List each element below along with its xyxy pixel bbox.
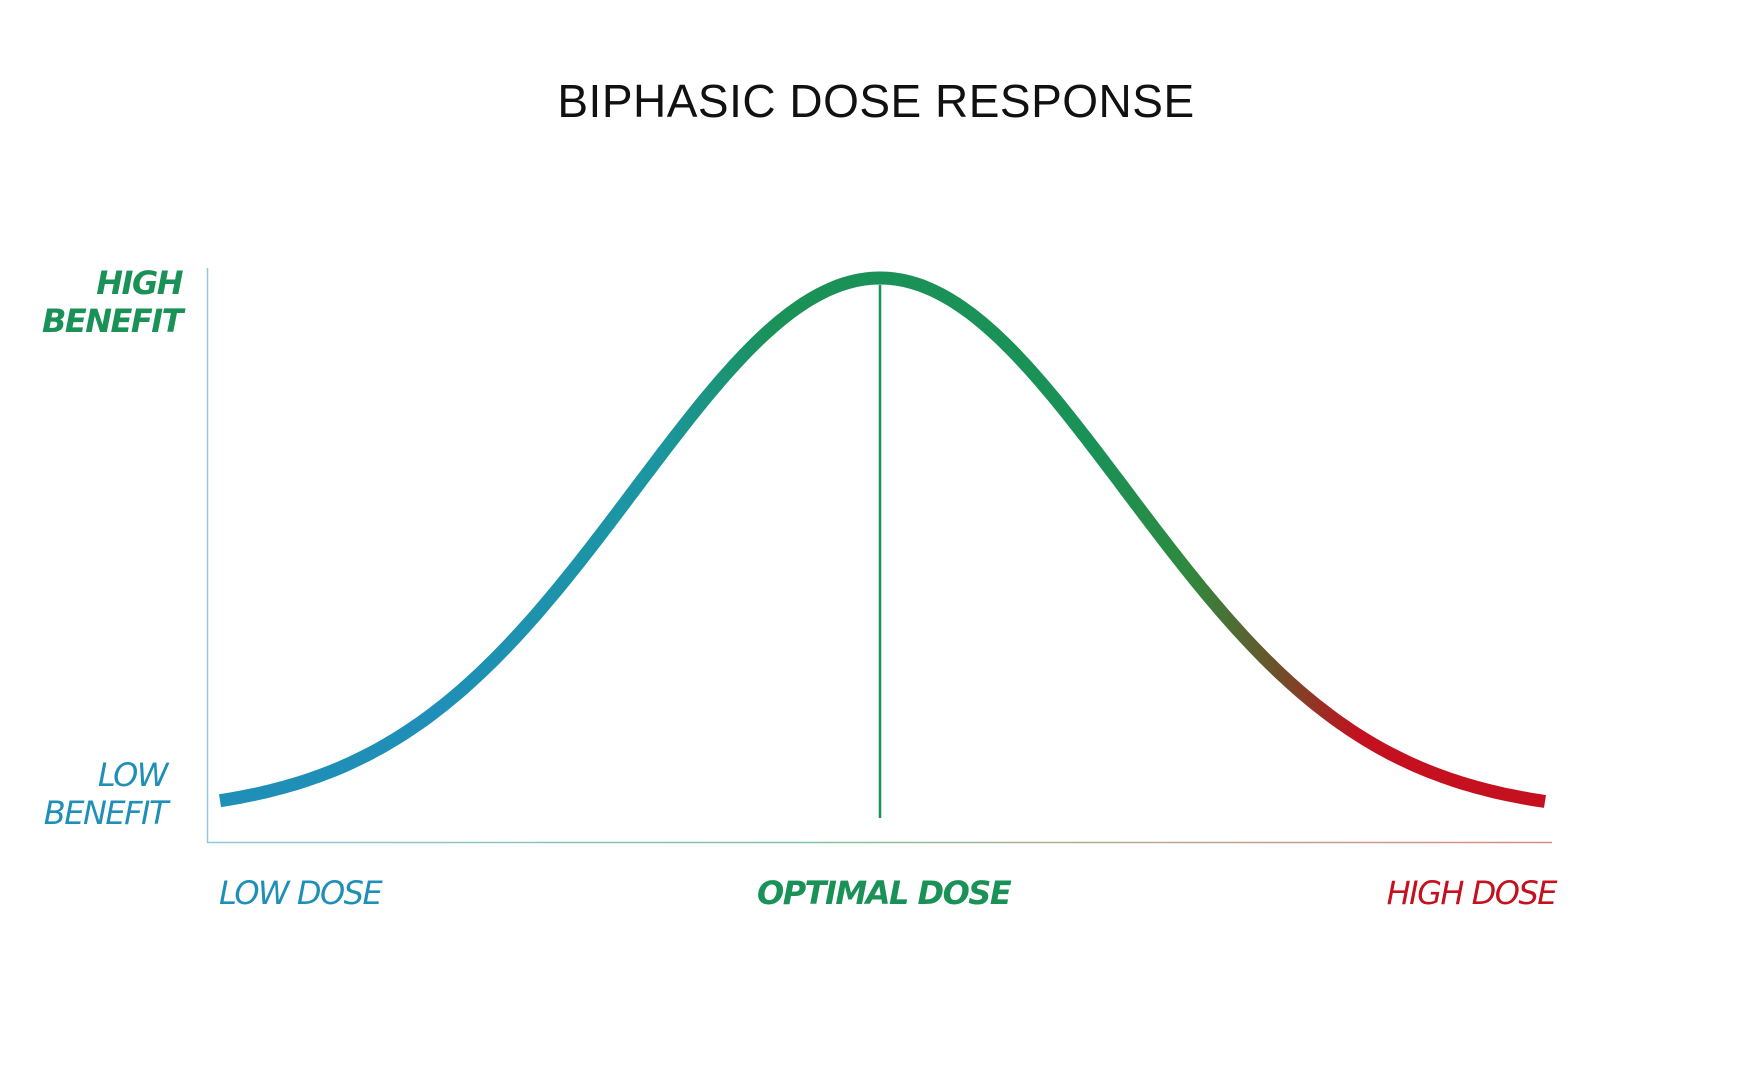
- x-axis-high-dose-label: HIGH DOSE: [1386, 874, 1558, 912]
- y-high-line2: BENEFIT: [42, 302, 183, 340]
- x-axis-low-dose-label: LOW DOSE: [219, 874, 383, 912]
- y-high-line1: HIGH: [96, 264, 183, 302]
- y-low-line1: LOW: [97, 756, 169, 794]
- y-low-line2: BENEFIT: [43, 794, 169, 832]
- diagram-title: BIPHASIC DOSE RESPONSE: [557, 75, 1195, 127]
- x-axis-optimal-dose-label: OPTIMAL DOSE: [757, 874, 1012, 912]
- y-axis-low-benefit-label: LOW BENEFIT: [0, 756, 169, 832]
- y-axis-high-benefit-label: HIGH BENEFIT: [2, 264, 183, 340]
- response-curve: [218, 271, 1547, 808]
